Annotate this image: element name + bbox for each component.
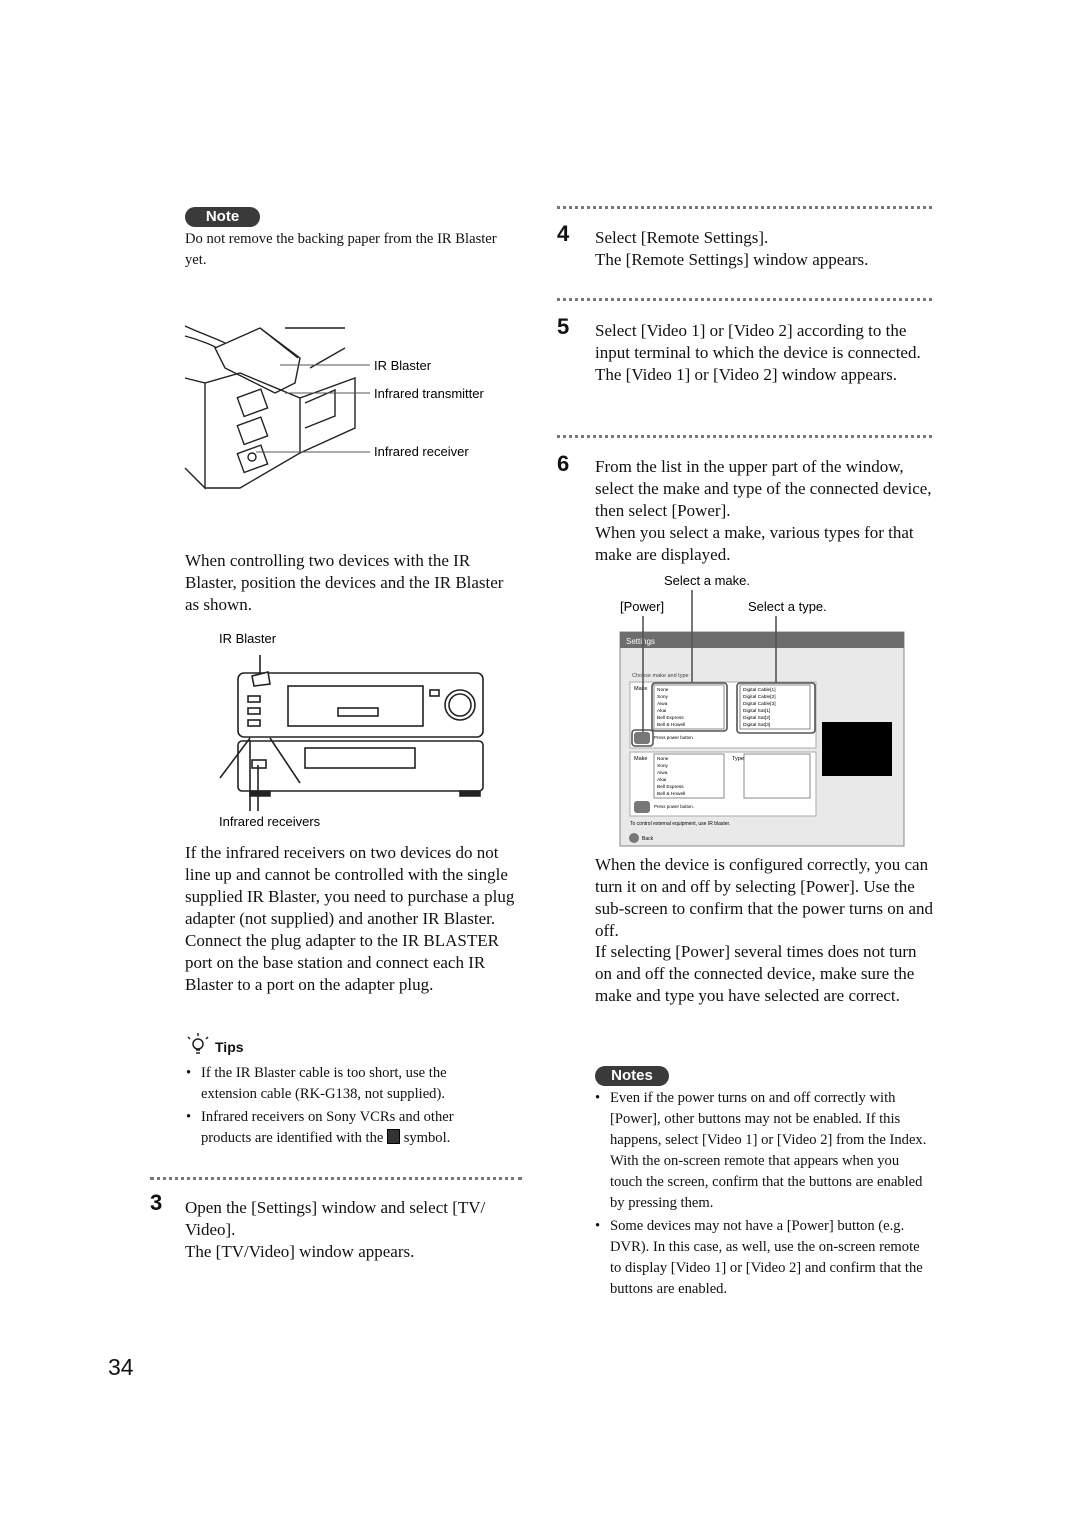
label: Make bbox=[634, 756, 647, 762]
callout: Select a make. bbox=[664, 573, 750, 588]
list-item[interactable]: Bell Express bbox=[657, 715, 684, 721]
tip: Infrared receivers on Sony VCRs and othe… bbox=[186, 1107, 506, 1149]
callout: [Power] bbox=[620, 599, 664, 614]
step: Select [Video 1] or [Video 2] according … bbox=[595, 320, 935, 386]
step: Open the [Settings] window and select [T… bbox=[185, 1197, 525, 1263]
list-item[interactable]: None bbox=[657, 756, 669, 762]
symbol-icon bbox=[387, 1129, 401, 1144]
step-result: The [Remote Settings] window appears. bbox=[595, 250, 869, 269]
make-list bbox=[653, 684, 725, 730]
list-item[interactable]: Bell & Howell bbox=[657, 722, 685, 728]
power-button[interactable] bbox=[634, 732, 650, 744]
step-result: The [TV/Video] window appears. bbox=[185, 1242, 415, 1261]
notes-list: Even if the power turns on and off corre… bbox=[595, 1088, 930, 1300]
footer: To control external equipment, use IR bl… bbox=[630, 821, 730, 827]
step-instruction: Select [Video 1] or [Video 2] according … bbox=[595, 321, 921, 362]
tips-title: Tips bbox=[215, 1039, 244, 1055]
step-number: 4 bbox=[557, 221, 570, 246]
tips-list: If the IR Blaster cable is too short, us… bbox=[186, 1063, 506, 1149]
figure-label: Infrared receivers bbox=[219, 814, 321, 829]
step-instruction: Select [Remote Settings]. bbox=[595, 228, 769, 247]
paragraph: When the device is configured correctly,… bbox=[595, 855, 934, 940]
ir-blaster-figure: IR Blaster Infrared transmitter Infrared… bbox=[184, 325, 484, 490]
list-item[interactable]: Digital Sat[1] bbox=[743, 708, 770, 714]
list-item[interactable]: Bell Express bbox=[657, 784, 684, 790]
tip: If the IR Blaster cable is too short, us… bbox=[186, 1063, 506, 1105]
type-list bbox=[743, 753, 811, 799]
power-button[interactable] bbox=[634, 801, 650, 813]
step-number: 6 bbox=[557, 451, 570, 476]
separator bbox=[557, 206, 932, 209]
figure-label: IR Blaster bbox=[219, 631, 277, 646]
list-item[interactable]: Digital Sat[3] bbox=[743, 722, 770, 728]
separator bbox=[557, 435, 932, 438]
note-item: Some devices may not have a [Power] butt… bbox=[595, 1216, 930, 1300]
tip-text: Infrared receivers on Sony VCRs and othe… bbox=[201, 1109, 454, 1146]
step: From the list in the upper part of the w… bbox=[595, 456, 935, 566]
note-badge: Note bbox=[185, 207, 260, 227]
title-bar bbox=[620, 632, 904, 648]
page-number: 34 bbox=[108, 1354, 134, 1380]
screenshot-figure: Select a make. [Power] Select a type. Se… bbox=[619, 573, 905, 847]
back: Back bbox=[642, 836, 654, 842]
back-button[interactable] bbox=[629, 833, 639, 843]
tips-icon bbox=[187, 1033, 209, 1054]
two-devices-figure: IR Blaster Infrared receivers bbox=[219, 631, 484, 829]
paragraph: If selecting [Power] several times does … bbox=[595, 942, 917, 1005]
separator bbox=[150, 1177, 522, 1180]
hint: Press power button. bbox=[654, 735, 694, 740]
list-item[interactable]: None bbox=[657, 687, 669, 693]
make-list bbox=[653, 753, 725, 799]
list-item[interactable]: Akai bbox=[657, 708, 666, 714]
hint: Press power button. bbox=[654, 804, 694, 809]
window-heading: Choose make and type bbox=[632, 673, 689, 679]
step-number: 3 bbox=[150, 1190, 163, 1215]
step-number: 5 bbox=[557, 314, 570, 339]
figure-label: IR Blaster bbox=[374, 358, 432, 373]
list-item[interactable]: Aiwa bbox=[657, 770, 668, 776]
list-item[interactable]: Sony bbox=[657, 694, 669, 700]
window-title: Settings bbox=[626, 637, 655, 646]
figure-label: Infrared receiver bbox=[374, 444, 469, 459]
list-item[interactable]: Digital Cable[3] bbox=[743, 701, 776, 707]
step-instruction: Open the [Settings] window and select [T… bbox=[185, 1198, 486, 1239]
list-item[interactable]: Sony bbox=[657, 763, 669, 769]
note-item: Even if the power turns on and off corre… bbox=[595, 1088, 930, 1214]
callout: Select a type. bbox=[748, 599, 827, 614]
step: Select [Remote Settings]. The [Remote Se… bbox=[595, 227, 935, 271]
label: Make bbox=[634, 686, 647, 692]
notes-badge: Notes bbox=[595, 1066, 669, 1086]
label: Type bbox=[732, 756, 744, 762]
list-item[interactable]: Akai bbox=[657, 777, 666, 783]
type-list bbox=[739, 684, 811, 730]
list-item[interactable]: Digital Sat[2] bbox=[743, 715, 770, 721]
paragraph: When controlling two devices with the IR… bbox=[185, 551, 504, 614]
paragraph: If the infrared receivers on two devices… bbox=[185, 843, 515, 994]
step-instruction: From the list in the upper part of the w… bbox=[595, 457, 932, 520]
list-item[interactable]: Digital Cable[2] bbox=[743, 694, 776, 700]
list-item[interactable]: Bell & Howell bbox=[657, 791, 685, 797]
separator bbox=[557, 298, 932, 301]
step-result: The [Video 1] or [Video 2] window appear… bbox=[595, 365, 897, 384]
list-item[interactable]: Digital Cable[1] bbox=[743, 687, 776, 693]
sub-screen bbox=[822, 722, 892, 776]
list-item[interactable]: Aiwa bbox=[657, 701, 668, 707]
note-text: Do not remove the backing paper from the… bbox=[185, 231, 497, 268]
step-result: When you select a make, various types fo… bbox=[595, 523, 914, 564]
tip-text: symbol. bbox=[403, 1130, 451, 1146]
figure-label: Infrared transmitter bbox=[374, 386, 484, 401]
